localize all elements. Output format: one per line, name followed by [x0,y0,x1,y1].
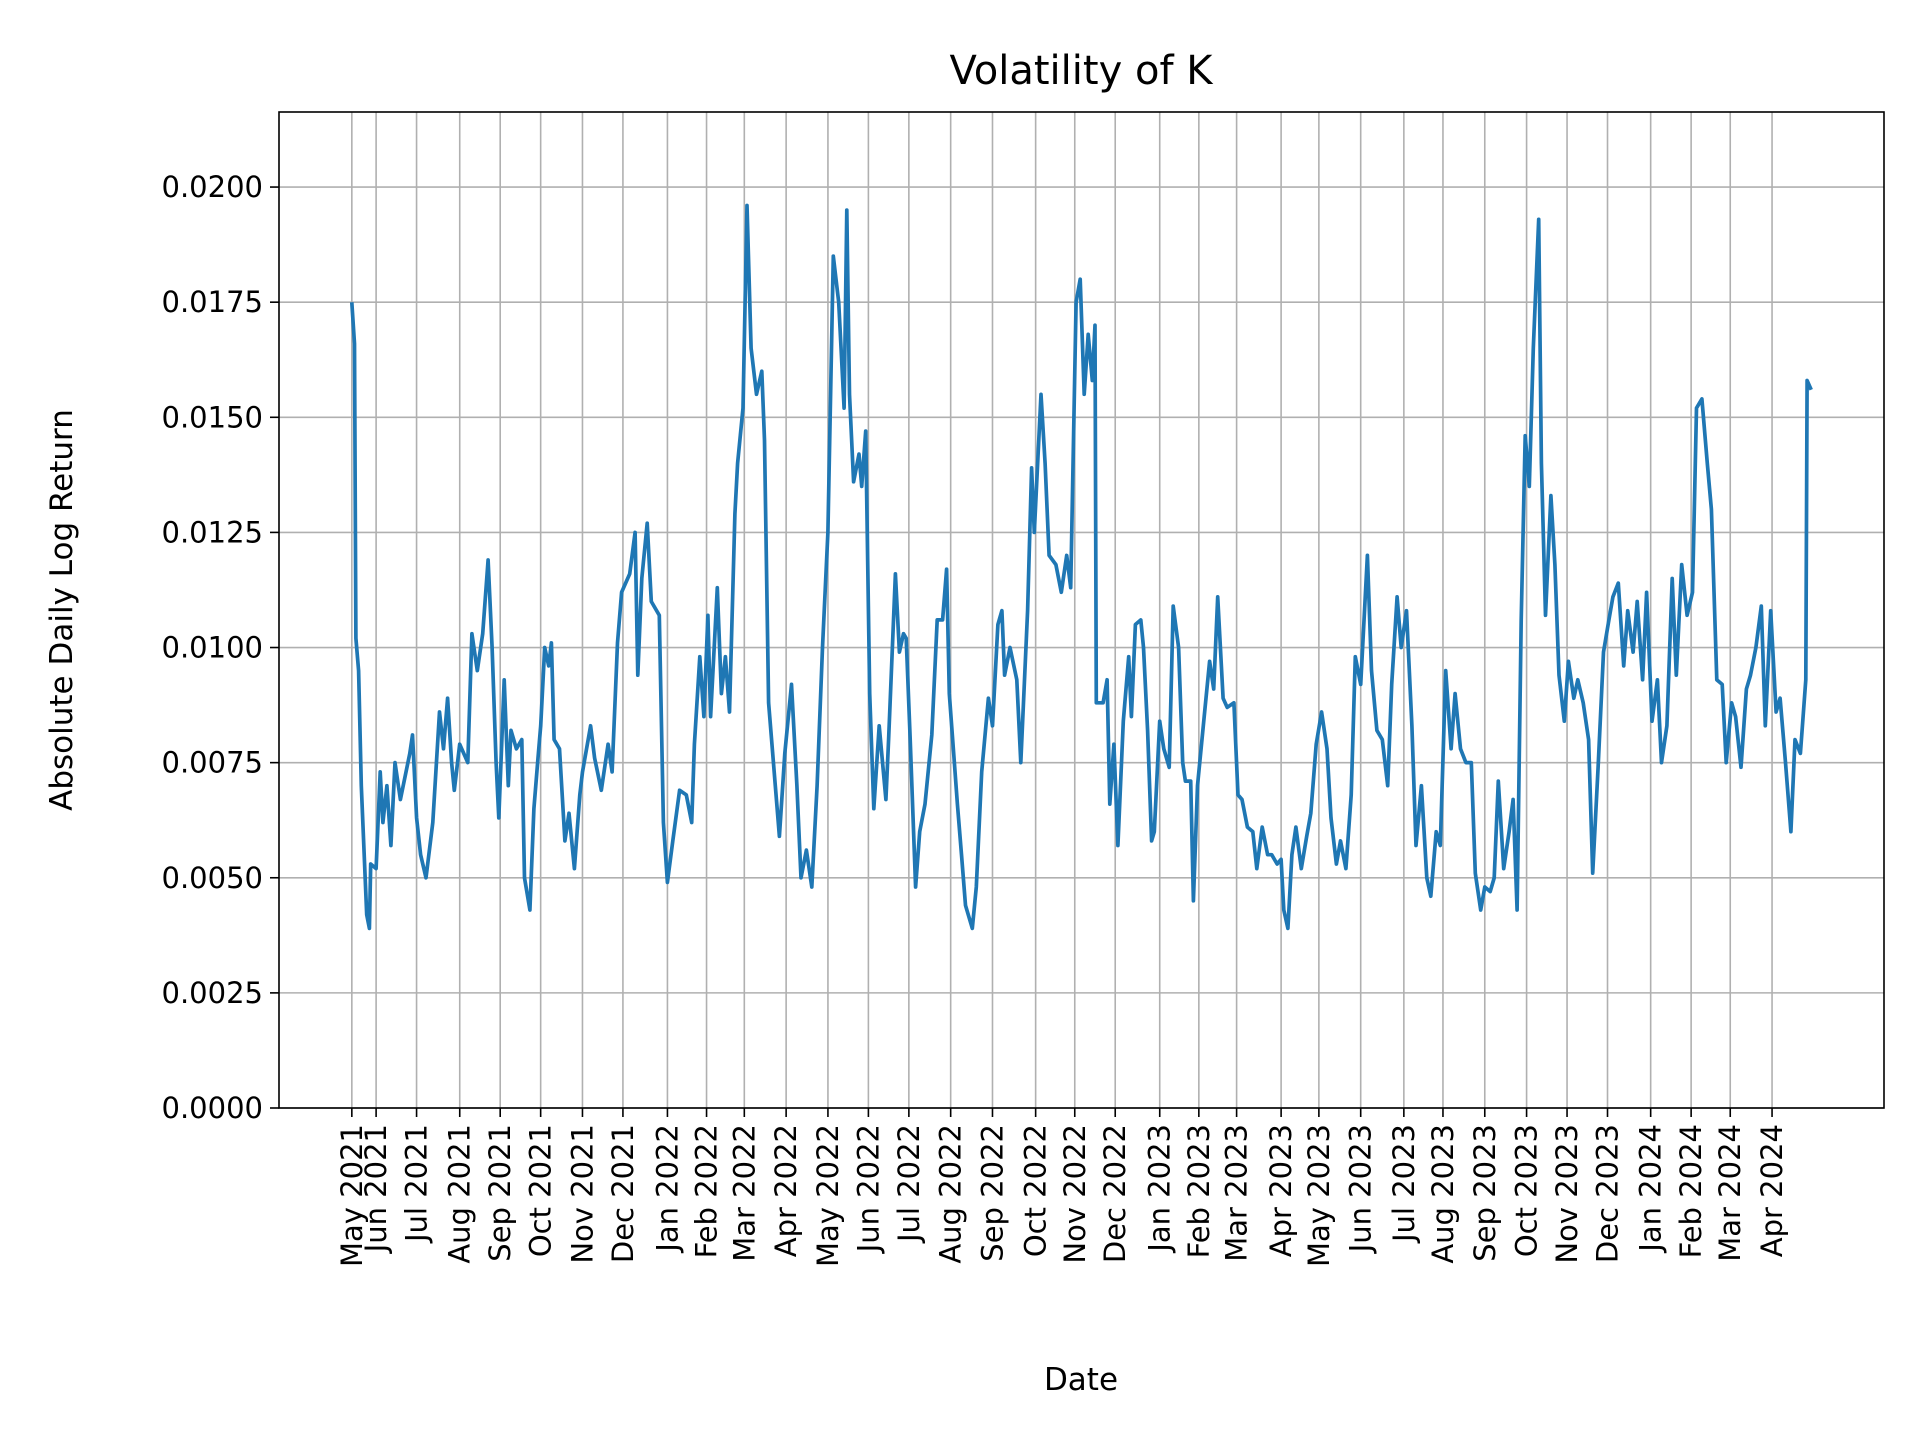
x-tick-label: Aug 2023 [1426,1124,1460,1264]
x-tick-label: Mar 2024 [1713,1124,1747,1262]
y-tick-label: 0.0050 [162,861,263,895]
x-tick-label: Jul 2021 [400,1124,434,1244]
x-tick-label: Jan 2024 [1634,1124,1668,1254]
x-tick-label: Sep 2022 [975,1124,1009,1262]
x-tick-label: Jun 2023 [1344,1124,1378,1254]
x-tick-label: Jul 2022 [892,1124,926,1244]
x-tick-label: May 2022 [811,1124,845,1267]
x-tick-label: Nov 2022 [1058,1124,1092,1264]
x-tick-label: Sep 2021 [483,1124,517,1262]
x-tick-label: May 2023 [1302,1124,1336,1267]
y-tick-label: 0.0150 [162,400,263,434]
x-tick-label: Apr 2023 [1264,1124,1298,1257]
axes-frame [278,111,1885,1109]
x-tick-label: Apr 2024 [1755,1124,1789,1257]
y-tick-label: 0.0100 [162,631,263,665]
x-tick-label: Jun 2022 [851,1124,885,1254]
x-tick-label: Oct 2023 [1510,1124,1544,1257]
plot-area [349,203,1813,931]
y-axis-label: Absolute Daily Log Return [44,409,80,811]
y-tick-label: 0.0125 [162,515,263,549]
grid [279,112,1884,1109]
x-tick-label: Mar 2023 [1220,1124,1254,1262]
y-tick-label: 0.0175 [162,285,263,319]
chart-title: Volatility of K [950,48,1215,94]
x-tick-label: Nov 2021 [565,1124,599,1264]
y-axis: 0.0000 0.0025 0.0050 0.0075 0.0100 0.0125 0.01… [162,170,279,1125]
x-tick-label: Feb 2023 [1182,1124,1216,1258]
x-tick-label: Jul 2023 [1387,1124,1421,1244]
x-tick-label: Nov 2023 [1550,1124,1584,1264]
x-tick-label: Sep 2023 [1468,1124,1502,1262]
x-tick-label: Dec 2021 [606,1124,640,1263]
x-tick-label: Mar 2022 [727,1124,761,1262]
x-tick-label: Aug 2022 [934,1124,968,1264]
x-tick-label: Oct 2021 [524,1124,558,1257]
x-tick-label: Jan 2022 [650,1124,684,1254]
x-tick-label: Apr 2022 [769,1124,803,1257]
y-tick-label: 0.0000 [162,1091,263,1125]
volatility-series-line [349,203,1813,931]
x-tick-label: Feb 2022 [690,1124,724,1258]
x-tick-label: Aug 2021 [443,1124,477,1264]
x-tick-label: Dec 2023 [1591,1124,1625,1263]
x-tick-label: Feb 2024 [1674,1124,1708,1258]
x-tick-label: Dec 2022 [1098,1124,1132,1263]
x-tick-label: Jun 2021 [359,1124,393,1254]
y-tick-label: 0.0025 [162,976,263,1010]
x-axis-label: Date [1044,1362,1118,1398]
y-tick-label: 0.0075 [162,746,263,780]
x-tick-label: Jan 2023 [1143,1124,1177,1254]
y-tick-label: 0.0200 [162,170,263,204]
x-tick-label: Oct 2022 [1019,1124,1053,1257]
x-tick-label: May 2021 [335,1124,369,1267]
